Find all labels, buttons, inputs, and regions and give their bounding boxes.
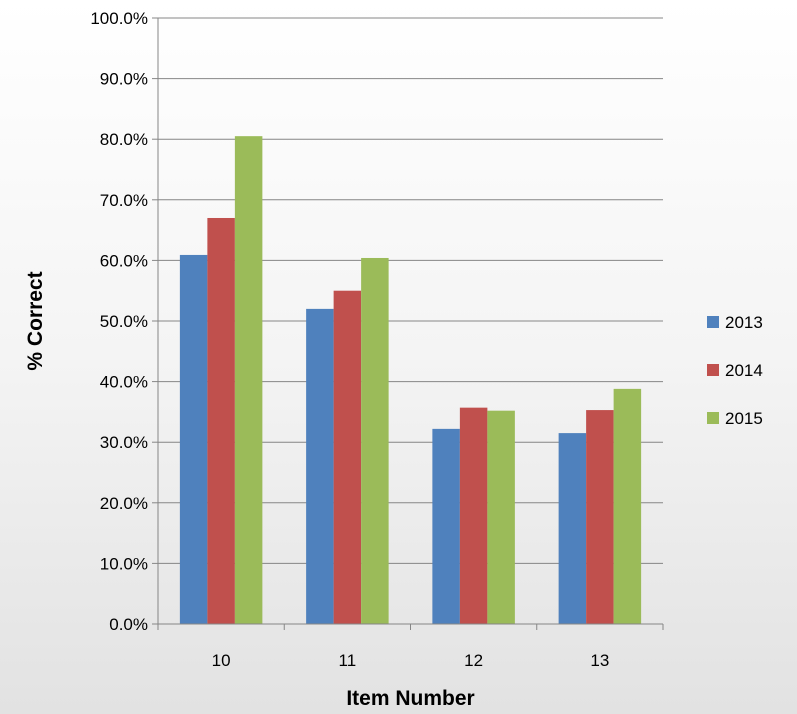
- legend-label-2015: 2015: [725, 409, 763, 428]
- bar-2014-item-11: [333, 290, 362, 624]
- legend-swatch-2014: [707, 364, 719, 376]
- legend: 2013 2014 2015: [707, 313, 763, 428]
- y-tick-label: 60.0%: [100, 251, 148, 270]
- legend-label-2014: 2014: [725, 361, 763, 380]
- x-tick-label: 11: [339, 651, 357, 670]
- x-axis-title: Item Number: [346, 687, 474, 710]
- y-tick-label: 30.0%: [100, 433, 148, 452]
- bar-2015-item-13: [613, 388, 642, 624]
- bar-2013-item-12: [432, 428, 460, 624]
- y-tick-label: 80.0%: [100, 130, 148, 149]
- bar-2013-item-13: [558, 433, 587, 624]
- y-tick-label: 0.0%: [109, 615, 148, 634]
- x-tick-label: 12: [464, 651, 483, 670]
- y-tick-label: 10.0%: [100, 554, 148, 573]
- y-tick-label: 90.0%: [100, 70, 148, 89]
- bar-2013-item-11: [306, 308, 334, 624]
- x-axis-ticks: 10 11 12 13: [157, 624, 664, 670]
- legend-label-2013: 2013: [725, 313, 763, 332]
- legend-swatch-2013: [707, 316, 719, 328]
- bar-2014-item-10: [207, 217, 235, 625]
- bar-2015-item-11: [361, 257, 389, 624]
- bar-2014-item-12: [459, 407, 488, 624]
- y-axis-title: % Correct: [24, 271, 47, 370]
- y-tick-label: 40.0%: [100, 373, 148, 392]
- x-tick-label: 10: [212, 651, 231, 670]
- bar-2014-item-13: [586, 410, 614, 624]
- bar-2015-item-10: [234, 136, 263, 625]
- bars: [179, 136, 642, 625]
- y-tick-label: 20.0%: [100, 494, 148, 513]
- legend-swatch-2015: [707, 412, 719, 424]
- y-axis-ticks: 0.0% 10.0% 20.0% 30.0% 40.0% 50.0% 60.0% 70.0% 8…: [90, 9, 158, 634]
- y-tick-label: 70.0%: [100, 191, 148, 210]
- bar-2013-item-10: [179, 254, 208, 625]
- y-tick-label: 100.0%: [90, 9, 148, 28]
- y-tick-label: 50.0%: [100, 312, 148, 331]
- x-tick-label: 13: [590, 651, 609, 670]
- bar-2015-item-12: [487, 410, 515, 624]
